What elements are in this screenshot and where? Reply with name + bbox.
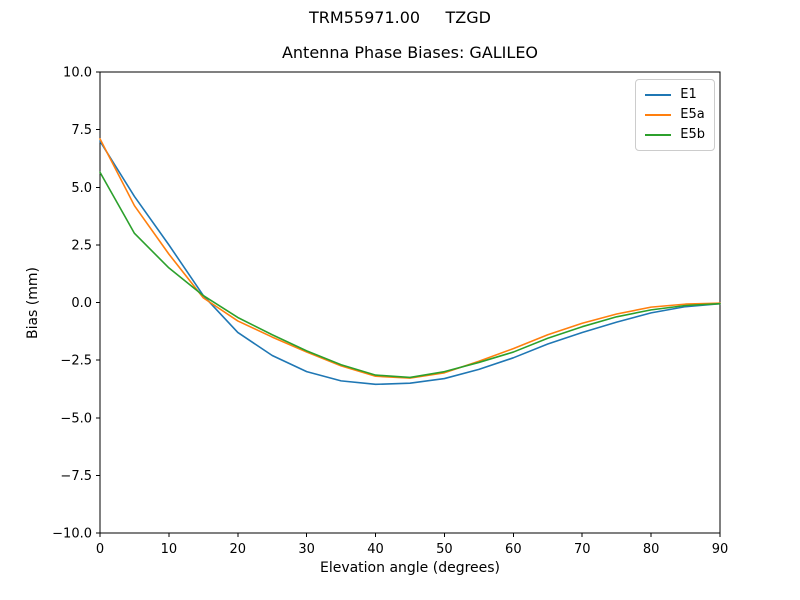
x-tick-label: 70: [574, 542, 591, 557]
legend-line-swatch-e5a: [645, 114, 672, 116]
y-tick-label: 10.0: [63, 66, 92, 81]
series-line-e5a: [99, 138, 721, 379]
legend-label-e5b: E5b: [680, 127, 705, 142]
x-tick-label: 60: [505, 542, 522, 557]
series-line-e1: [99, 140, 721, 386]
axes-spines: [99, 71, 721, 534]
x-tick-label: 0: [96, 542, 104, 557]
legend-line-swatch-e5b: [645, 134, 672, 136]
axes-title: Antenna Phase Biases: GALILEO: [281, 43, 539, 62]
x-tick-label: 10: [161, 542, 178, 557]
legend: E1 E5a E5b: [635, 79, 715, 151]
x-tick-label: 50: [436, 542, 453, 557]
x-tick-label: 30: [298, 542, 315, 557]
x-tick-label: 20: [230, 542, 247, 557]
legend-item-e5b: E5b: [645, 125, 705, 145]
x-tick-label: 40: [367, 542, 384, 557]
legend-line-swatch-e1: [645, 94, 672, 96]
x-tick-label: 90: [712, 542, 729, 557]
x-axis-label: Elevation angle (degrees): [319, 560, 501, 576]
series-line-e5b: [99, 171, 721, 379]
legend-item-e1: E1: [645, 85, 705, 105]
legend-label-e1: E1: [680, 87, 697, 102]
legend-label-e5a: E5a: [680, 107, 705, 122]
y-tick-label: 2.5: [71, 238, 92, 253]
y-axis-label-box: Bias (mm): [6, 72, 60, 533]
y-tick-label: −2.5: [60, 354, 92, 369]
y-tick-label: −10.0: [52, 527, 92, 542]
y-tick-label: −5.0: [60, 411, 92, 426]
y-axis-label: Bias (mm): [25, 266, 41, 339]
x-tick-label: 80: [643, 542, 660, 557]
y-tick-label: 7.5: [71, 123, 92, 138]
y-tick-label: 0.0: [71, 296, 92, 311]
figure-suptitle: TRM55971.00 TZGD: [309, 8, 491, 27]
y-tick-label: 5.0: [71, 181, 92, 196]
y-tick-label: −7.5: [60, 469, 92, 484]
legend-item-e5a: E5a: [645, 105, 705, 125]
